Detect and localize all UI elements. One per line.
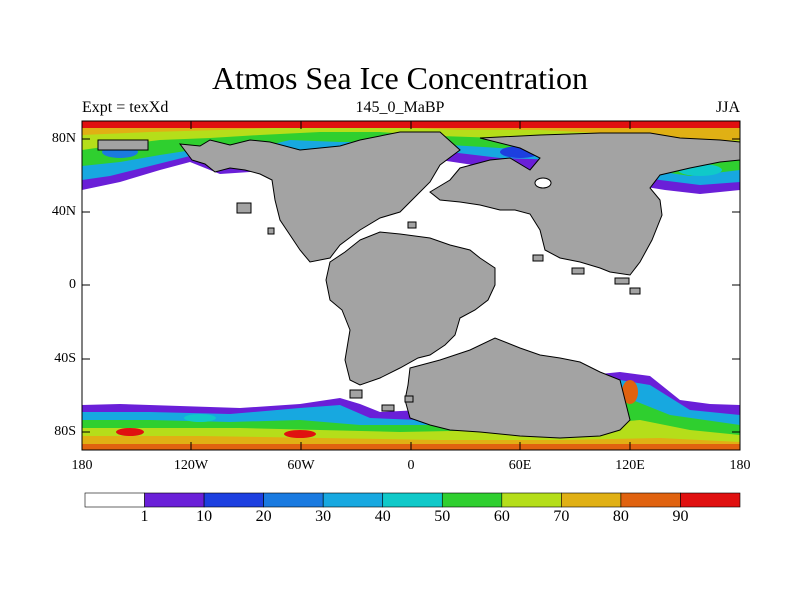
colorbar-label: 20: [255, 508, 272, 525]
axis-ticks: [82, 121, 740, 450]
colorbar-swatch: [620, 492, 681, 508]
antarctica-australia-continent: [404, 337, 631, 439]
lat-label-80n: 80N: [51, 131, 76, 146]
lat-label-40s: 40S: [54, 351, 76, 366]
experiment-label: Expt = texXd: [82, 99, 169, 116]
colorbar-label: 80: [612, 508, 629, 525]
lon-label-120w: 120W: [173, 458, 209, 473]
lon-label-60e: 60E: [508, 458, 532, 473]
greenland-eurasia-continent: [429, 132, 740, 276]
colorbar-swatch: [441, 492, 503, 508]
colorbar-swatch: [263, 492, 324, 508]
colorbar-label: 40: [374, 508, 391, 525]
colorbar-swatch: [84, 492, 145, 508]
lon-label-180w: 180: [71, 458, 93, 473]
lat-label-40n: 40N: [51, 204, 76, 219]
colorbar-label: 30: [315, 508, 332, 525]
south-america-africa-continent: [325, 231, 496, 386]
colorbar-label: 60: [493, 508, 510, 525]
north-america-continent: [178, 131, 461, 263]
lon-label-120e: 120E: [615, 458, 645, 473]
colorbar-swatch: [561, 492, 622, 508]
colorbar-swatch: [144, 492, 205, 508]
season-label: JJA: [715, 99, 740, 116]
colorbar-swatch: [382, 492, 443, 508]
colorbar-label: 70: [553, 508, 570, 525]
lat-label-0: 0: [69, 277, 76, 292]
colorbar-swatch: [203, 492, 264, 508]
map-title: Atmos Sea Ice Concentration: [212, 60, 588, 96]
lat-label-80s: 80S: [54, 424, 76, 439]
land-masses: [97, 131, 740, 439]
colorbar-label: 10: [196, 508, 213, 525]
lon-label-60w: 60W: [287, 458, 315, 473]
time-period-label: 145_0_MaBP: [355, 99, 445, 116]
colorbar-swatch: [680, 492, 741, 508]
lon-label-0: 0: [407, 458, 415, 473]
inland-lake: [534, 177, 552, 189]
colorbar-swatch: [322, 492, 384, 508]
colorbar-label: 90: [672, 508, 689, 525]
colorbar: [84, 492, 741, 508]
colorbar-label: 50: [434, 508, 451, 525]
colorbar-swatch: [501, 492, 562, 508]
lon-label-180e: 180: [729, 458, 751, 473]
colorbar-label: 1: [140, 508, 149, 525]
